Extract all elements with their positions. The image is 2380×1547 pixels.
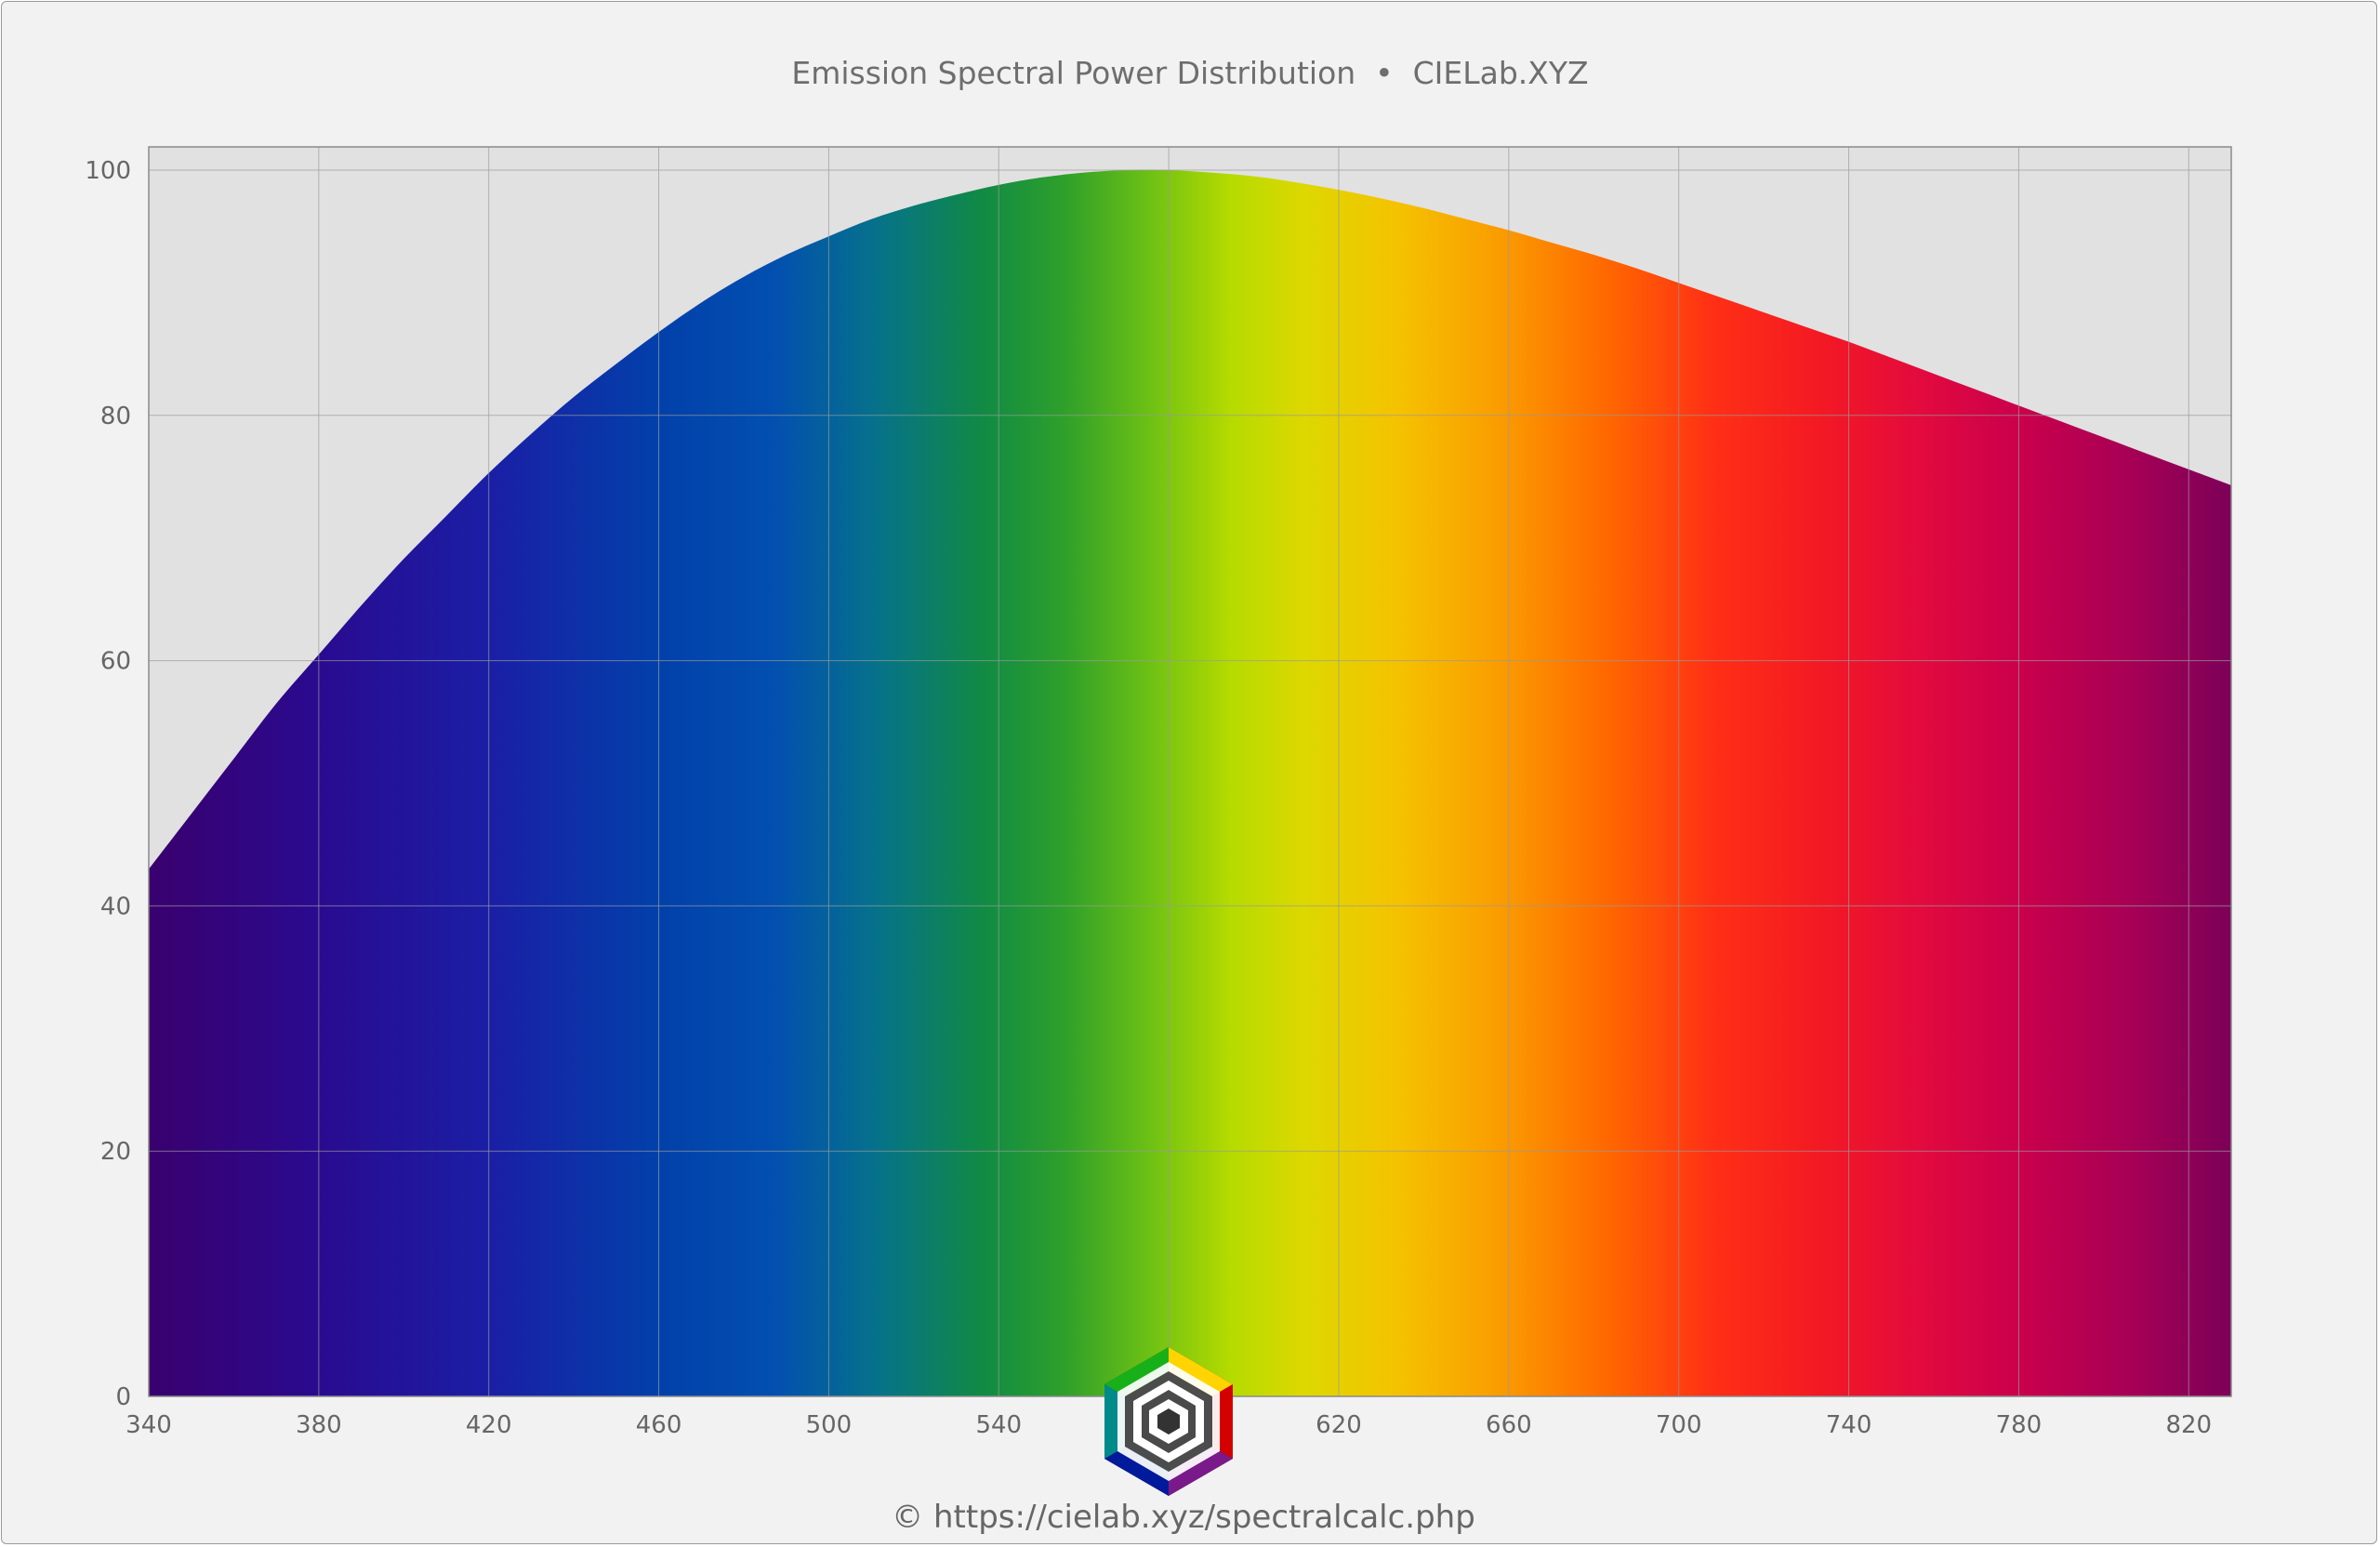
x-tick-label: 780 (1996, 1411, 2043, 1439)
cielab-hexagon-logo-icon (1104, 1347, 1233, 1496)
y-tick-label: 100 (85, 157, 131, 185)
credit-link-text: © https://cielab.xyz/spectralcalc.php (892, 1499, 1475, 1536)
x-tick-label: 700 (1656, 1411, 1702, 1439)
x-tick-label: 380 (296, 1411, 342, 1439)
x-tick-label: 340 (126, 1411, 172, 1439)
y-tick-label: 60 (100, 648, 131, 676)
y-tick-label: 40 (100, 892, 131, 920)
x-axis-ticks: 340380420460500540580620660700740780820 (126, 1411, 2212, 1439)
x-tick-label: 460 (636, 1411, 682, 1439)
y-tick-label: 80 (100, 403, 131, 430)
y-tick-label: 0 (115, 1383, 131, 1411)
x-tick-label: 420 (466, 1411, 512, 1439)
y-axis-ticks: 0 20 40 60 80 100 (85, 157, 131, 1411)
x-tick-label: 820 (2165, 1411, 2212, 1439)
x-tick-label: 540 (975, 1411, 1022, 1439)
x-tick-label: 500 (806, 1411, 853, 1439)
x-tick-label: 620 (1316, 1411, 1362, 1439)
spectrum-area (149, 169, 2231, 1396)
y-tick-label: 20 (100, 1138, 131, 1166)
x-tick-label: 660 (1486, 1411, 1532, 1439)
chart-title: Emission Spectral Power Distribution • C… (791, 55, 1588, 91)
x-tick-label: 740 (1826, 1411, 1872, 1439)
